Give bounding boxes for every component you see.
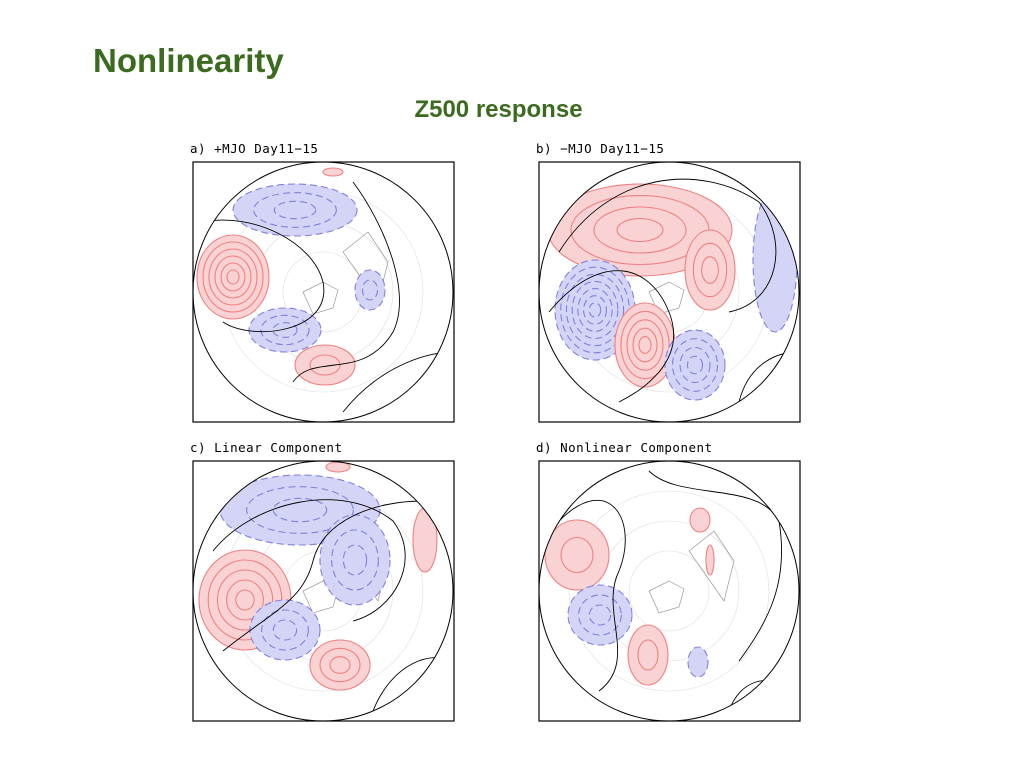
- zero-contour: [372, 657, 453, 712]
- contour: [319, 647, 361, 683]
- zero-contour: [548, 270, 675, 403]
- contour: [637, 639, 659, 671]
- positive-anomaly: [412, 507, 438, 573]
- zero-contour: [222, 500, 424, 652]
- negative-anomaly: [248, 307, 322, 353]
- contour: [226, 269, 240, 285]
- positive-anomaly: [689, 507, 711, 533]
- negative-anomaly: [354, 269, 386, 311]
- contour: [329, 656, 351, 674]
- zero-contour: [292, 181, 400, 383]
- contour: [671, 338, 719, 392]
- positive-anomaly: [322, 167, 344, 177]
- contour: [220, 262, 246, 292]
- map-content: [544, 470, 790, 712]
- contour: [260, 314, 310, 346]
- positive-anomaly: [294, 344, 356, 386]
- contour: [208, 248, 258, 306]
- contour: [701, 256, 719, 284]
- contour: [577, 288, 613, 332]
- contour: [235, 589, 255, 611]
- contour: [583, 295, 607, 325]
- contour: [309, 354, 341, 376]
- contour: [692, 242, 728, 298]
- positive-anomaly: [705, 544, 715, 576]
- contour: [361, 279, 379, 301]
- panel-frame: [192, 460, 455, 722]
- contour: [686, 355, 704, 375]
- negative-anomaly: [567, 584, 633, 646]
- positive-anomaly: [309, 639, 371, 691]
- map-panel: [538, 161, 801, 423]
- positive-anomaly: [684, 229, 736, 311]
- negative-anomaly: [664, 329, 726, 401]
- latitude-circle: [568, 490, 770, 692]
- negative-anomaly: [687, 646, 709, 678]
- slide-subtitle: Z500 response: [414, 96, 583, 123]
- contour: [246, 486, 354, 534]
- contour: [588, 302, 602, 318]
- map-panel: [538, 460, 801, 722]
- contour: [342, 544, 368, 576]
- panel-frame: [538, 460, 801, 722]
- contour: [261, 609, 309, 651]
- contour: [679, 346, 711, 384]
- map-content: [547, 178, 799, 403]
- contour: [620, 310, 670, 380]
- contour: [571, 280, 619, 340]
- negative-anomaly: [319, 514, 391, 606]
- coastline: [648, 530, 735, 614]
- panel-label: b) −MJO Day11−15: [536, 141, 664, 156]
- panel-label: c) Linear Component: [190, 440, 343, 455]
- zero-contour: [212, 499, 406, 622]
- contour: [626, 319, 664, 371]
- latitude-circle: [628, 550, 710, 632]
- map-panel: [192, 460, 455, 722]
- contour: [226, 579, 264, 621]
- slide-title: Nonlinearity: [93, 42, 284, 79]
- panel-frame: [192, 161, 455, 423]
- positive-anomaly: [544, 519, 610, 591]
- contour: [272, 497, 328, 523]
- contour: [638, 336, 652, 354]
- contour: [202, 241, 264, 313]
- panel-label: a) +MJO Day11−15: [190, 141, 318, 156]
- contour: [253, 192, 337, 228]
- negative-anomaly: [232, 183, 358, 237]
- contour: [272, 619, 298, 641]
- map-content: [198, 461, 453, 712]
- contour: [616, 217, 664, 243]
- panel-label: d) Nonlinear Component: [536, 440, 713, 455]
- contour: [593, 206, 687, 254]
- contour: [565, 273, 625, 347]
- negative-anomaly: [249, 599, 321, 661]
- map-content: [196, 167, 453, 413]
- zero-contour: [558, 178, 777, 313]
- positive-anomaly: [627, 624, 669, 686]
- contour: [331, 529, 379, 591]
- contour: [273, 200, 317, 220]
- panel-frame: [538, 161, 801, 423]
- positive-anomaly: [196, 234, 270, 320]
- zero-contour: [202, 219, 325, 333]
- contour: [588, 604, 612, 626]
- contour: [272, 322, 298, 338]
- map-boundary: [538, 460, 800, 722]
- zero-contour: [558, 499, 626, 692]
- contour: [214, 255, 252, 299]
- map-panel: [192, 161, 455, 423]
- contour: [560, 536, 594, 574]
- contour: [578, 594, 622, 636]
- contour: [632, 327, 658, 363]
- zero-contour: [342, 351, 453, 413]
- zero-contour: [738, 351, 799, 403]
- contour: [216, 569, 274, 631]
